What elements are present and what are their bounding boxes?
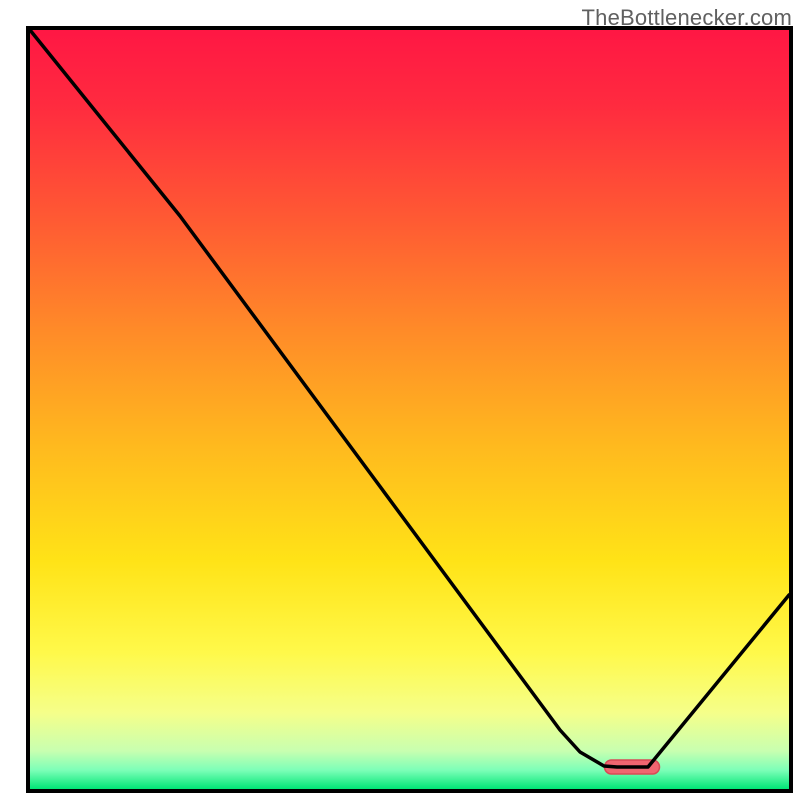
bottleneck-chart: TheBottlenecker.com [0, 0, 800, 800]
watermark: TheBottlenecker.com [582, 5, 792, 31]
bottleneck-curve [30, 30, 789, 767]
curve-layer [0, 0, 800, 800]
